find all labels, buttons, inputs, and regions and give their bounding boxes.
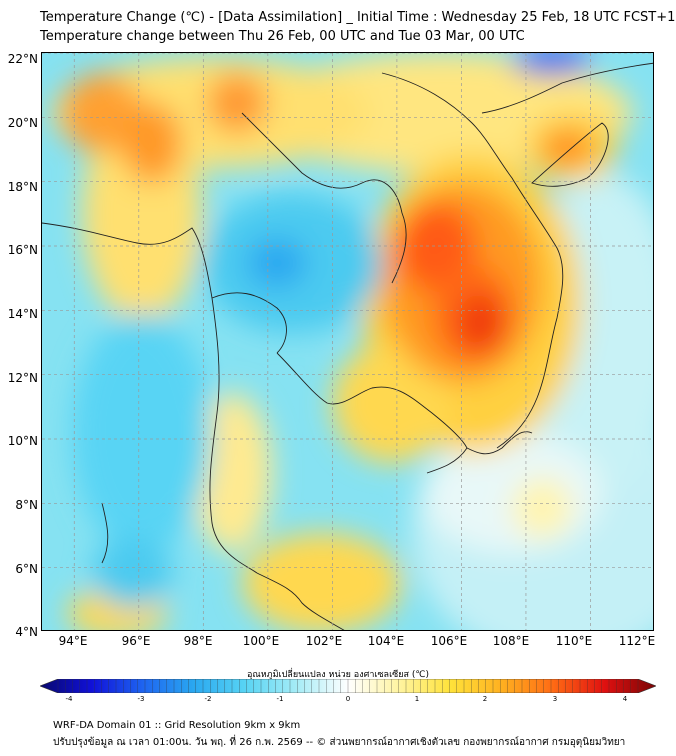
footer-model-info: WRF-DA Domain 01 :: Grid Resolution 9km … — [53, 720, 301, 731]
lon-label: 96°E — [121, 634, 151, 648]
lat-label: 4°N — [15, 625, 38, 639]
colorbar-tick: -2 — [204, 695, 212, 703]
colorbar-tick: 2 — [482, 695, 488, 703]
map-gridlines — [42, 53, 653, 630]
lon-label: 98°E — [183, 634, 213, 648]
temperature-field — [52, 53, 653, 630]
lat-label: 6°N — [15, 562, 38, 576]
temperature-change-map — [41, 52, 654, 631]
lon-label: 102°E — [305, 634, 343, 648]
lat-label: 10°N — [7, 434, 38, 448]
colorbar-tick: -3 — [137, 695, 145, 703]
colorbar-tick: -1 — [276, 695, 284, 703]
lat-label: 12°N — [7, 371, 38, 385]
footer-credit: ปรับปรุงข้อมูล ณ เวลา 01:00น. วัน พฤ. ที… — [53, 737, 626, 748]
lon-label: 110°E — [555, 634, 593, 648]
colorbar-title: อุณหภูมิเปลี่ยนแปลง หน่วย องศาเซลเซียส (… — [246, 670, 430, 680]
colorbar-tick: 0 — [345, 695, 351, 703]
lat-label: 16°N — [7, 243, 38, 257]
lat-label: 22°N — [7, 52, 38, 66]
map-canvas — [42, 53, 653, 630]
lat-label: 18°N — [7, 180, 38, 194]
colorbar-tick: 3 — [552, 695, 558, 703]
colorbar-tick: -4 — [65, 695, 73, 703]
lon-label: 112°E — [618, 634, 656, 648]
lon-label: 104°E — [367, 634, 405, 648]
lat-label: 20°N — [7, 116, 38, 130]
lon-label: 100°E — [242, 634, 280, 648]
colorbar-tick: 4 — [622, 695, 628, 703]
lon-label: 108°E — [492, 634, 530, 648]
colorbar-tick: 1 — [414, 695, 420, 703]
lat-label: 14°N — [7, 307, 38, 321]
lat-label: 8°N — [15, 498, 38, 512]
coastlines — [42, 62, 653, 630]
lon-label: 106°E — [430, 634, 468, 648]
chart-title: Temperature Change (℃) - [Data Assimilat… — [40, 10, 676, 25]
chart-subtitle: Temperature change between Thu 26 Feb, 0… — [40, 29, 525, 44]
lon-label: 94°E — [58, 634, 88, 648]
colorbar — [40, 679, 656, 693]
